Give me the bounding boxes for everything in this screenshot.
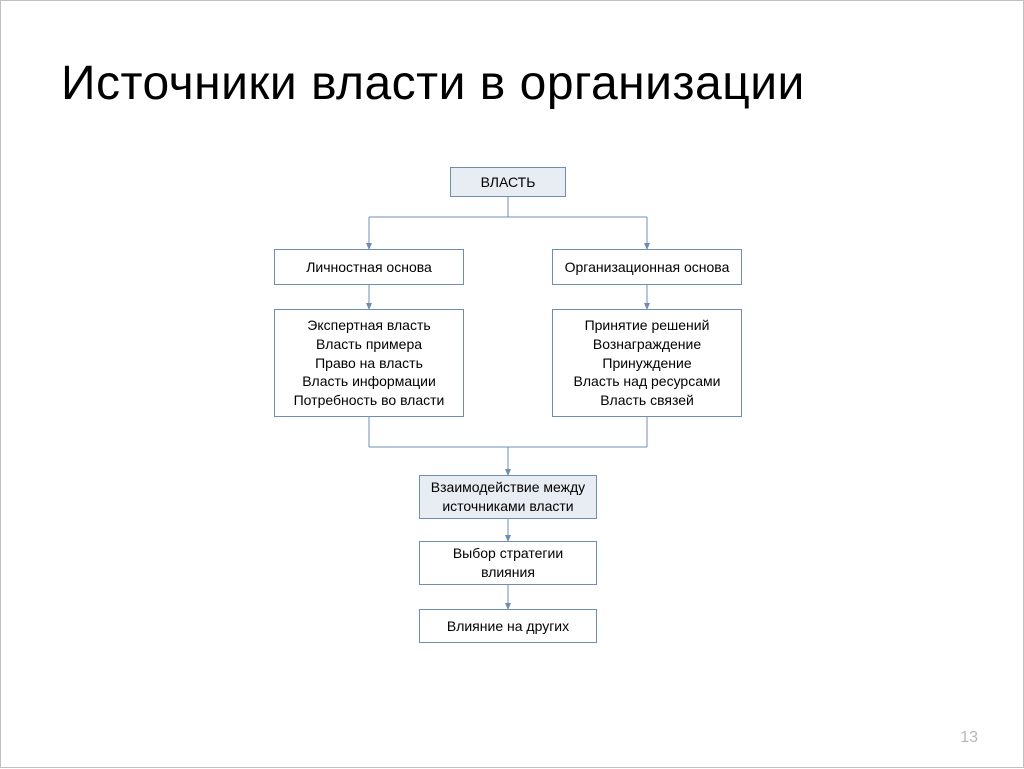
node-influence: Влияние на других — [419, 609, 597, 643]
node-right_list: Принятие решений Вознаграждение Принужде… — [552, 309, 742, 417]
slide: Источники власти в организации ВЛАСТЬ Лич… — [0, 0, 1024, 768]
node-interaction: Взаимодействие между источниками власти — [419, 475, 597, 519]
page-number: 13 — [960, 729, 978, 747]
node-strategy: Выбор стратегии влияния — [419, 541, 597, 585]
node-root: ВЛАСТЬ — [450, 167, 566, 197]
slide-title: Источники власти в организации — [61, 56, 805, 111]
node-right_basis: Организационная основа — [552, 249, 742, 285]
node-left_list: Экспертная власть Власть примера Право н… — [274, 309, 464, 417]
connectors-svg — [1, 1, 1024, 769]
node-left_basis: Личностная основа — [274, 249, 464, 285]
